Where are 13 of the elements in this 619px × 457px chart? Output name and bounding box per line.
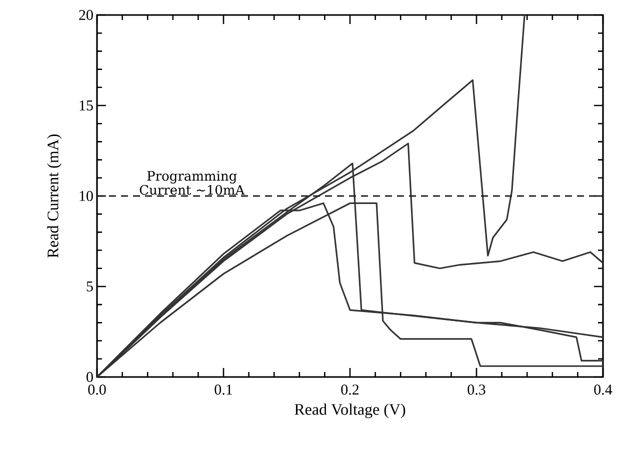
ref-line-label: Programming Current ∼10mA	[140, 171, 245, 195]
y-tick-label: 10	[80, 190, 93, 202]
y-tick-label: 0	[86, 372, 93, 382]
x-tick-label: 0.2	[341, 384, 359, 395]
x-tick-label: 0.4	[594, 384, 612, 395]
y-tick-label: 5	[86, 282, 93, 292]
x-tick-label: 0.3	[468, 384, 486, 395]
y-axis-title: Read Current (mA)	[47, 134, 62, 258]
x-tick-label: 0.1	[214, 384, 232, 395]
y-tick-label: 20	[79, 10, 93, 20]
x-tick-label: 0.0	[88, 384, 106, 395]
x-axis-title: Read Voltage (V)	[294, 404, 406, 418]
y-tick-label: 15	[80, 100, 93, 111]
